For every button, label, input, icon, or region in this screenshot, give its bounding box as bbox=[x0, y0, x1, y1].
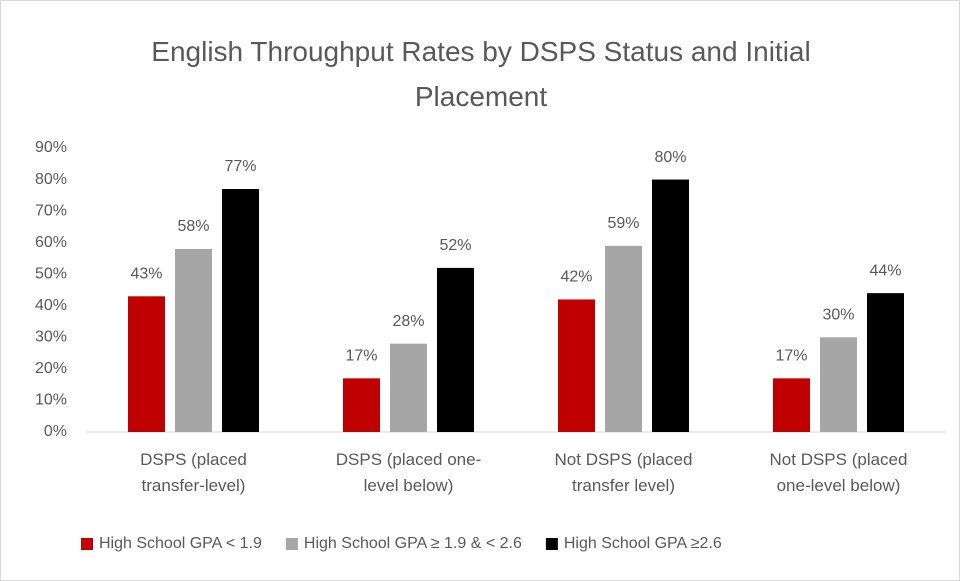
data-label: 44% bbox=[869, 262, 901, 279]
data-label: 30% bbox=[822, 307, 854, 324]
bar bbox=[343, 378, 380, 432]
y-tick-label: 40% bbox=[35, 297, 67, 314]
legend-label: High School GPA < 1.9 bbox=[99, 535, 262, 552]
bar bbox=[652, 179, 689, 432]
y-tick-label: 0% bbox=[44, 423, 67, 440]
y-tick-label: 90% bbox=[35, 139, 67, 156]
data-label: 58% bbox=[177, 218, 209, 235]
chart-title: English Throughput Rates by DSPS Status … bbox=[151, 36, 811, 112]
bar bbox=[390, 343, 427, 432]
data-label: 42% bbox=[560, 269, 592, 286]
y-tick-label: 60% bbox=[35, 234, 67, 251]
x-tick-label: Not DSPS (placed transfer level) bbox=[554, 450, 693, 495]
y-tick-label: 50% bbox=[35, 265, 67, 282]
data-label: 17% bbox=[345, 348, 377, 365]
legend-label: High School GPA ≥2.6 bbox=[564, 535, 722, 552]
y-tick-label: 80% bbox=[35, 171, 67, 188]
data-label: 52% bbox=[439, 237, 471, 254]
x-tick-label: DSPS (placed transfer-level) bbox=[140, 450, 247, 495]
bar bbox=[605, 245, 642, 432]
legend-swatch bbox=[545, 538, 558, 550]
data-label: 43% bbox=[130, 266, 162, 283]
data-label: 80% bbox=[654, 149, 686, 166]
y-tick-label: 70% bbox=[35, 202, 67, 219]
y-tick-label: 30% bbox=[35, 329, 67, 346]
bar bbox=[128, 296, 165, 432]
bar bbox=[222, 189, 259, 432]
data-label: 17% bbox=[775, 348, 807, 365]
y-tick-label: 20% bbox=[35, 360, 67, 377]
bar bbox=[820, 337, 857, 432]
bar bbox=[437, 267, 474, 432]
legend-label: High School GPA ≥ 1.9 & < 2.6 bbox=[304, 535, 522, 552]
legend-swatch bbox=[285, 538, 298, 550]
legend-swatch bbox=[81, 538, 93, 550]
bar bbox=[175, 248, 212, 432]
x-tick-label: DSPS (placed one-level below) bbox=[335, 450, 482, 495]
data-label: 77% bbox=[224, 158, 256, 175]
bar bbox=[558, 299, 595, 432]
data-label: 28% bbox=[392, 313, 424, 330]
bar bbox=[773, 378, 810, 432]
data-label: 59% bbox=[607, 215, 639, 232]
x-tick-label: Not DSPS (placed one-level below) bbox=[769, 450, 908, 495]
bar bbox=[867, 293, 904, 432]
y-tick-label: 10% bbox=[35, 392, 67, 409]
